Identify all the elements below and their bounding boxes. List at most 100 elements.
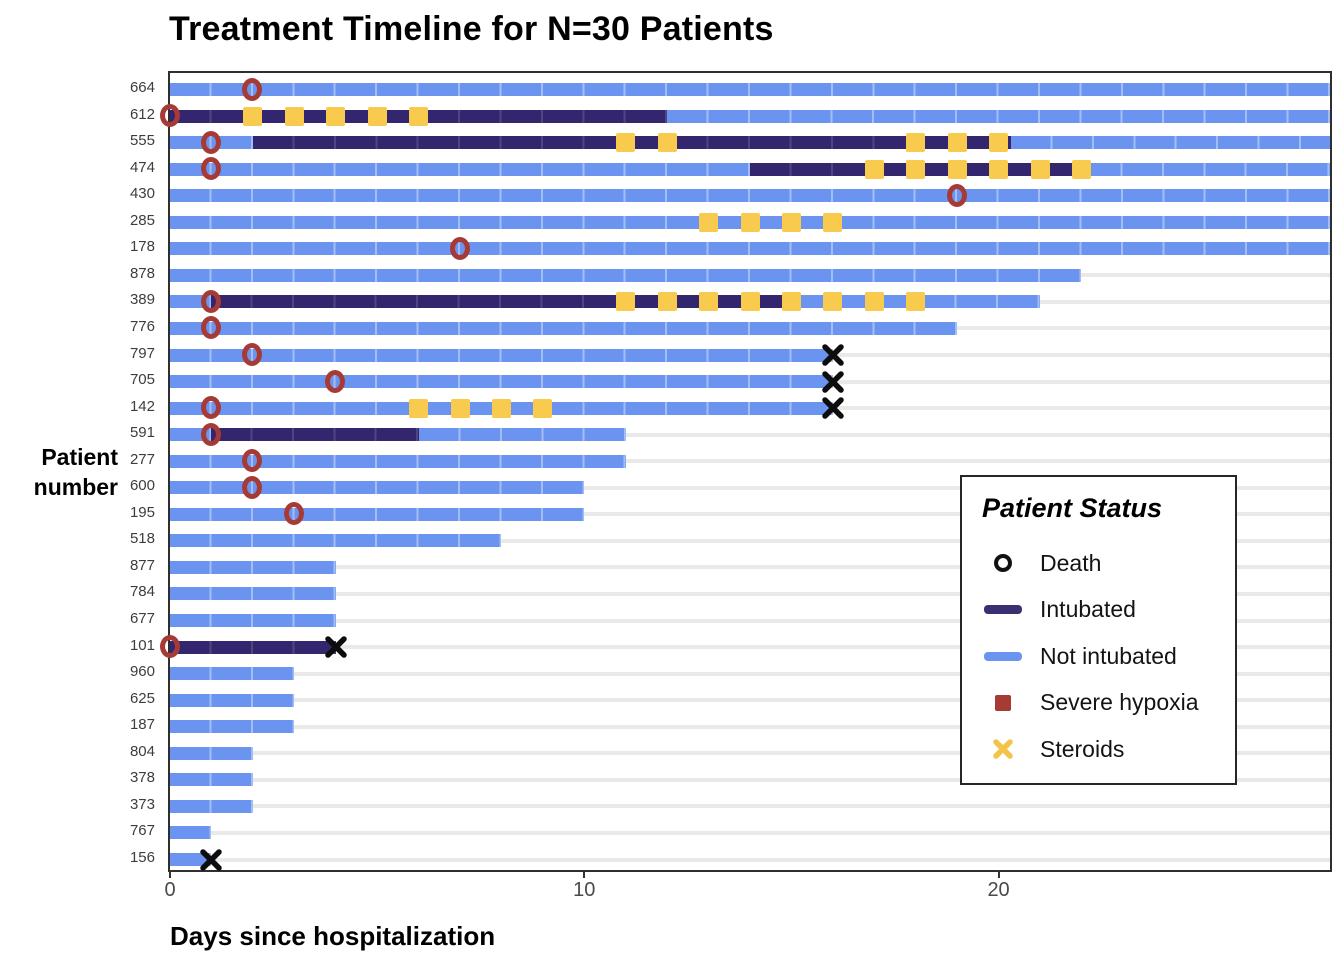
steroid-marker bbox=[1030, 159, 1050, 179]
death-marker bbox=[198, 847, 224, 878]
y-axis-tick-labels: 664 612 555 474 430 285 178 878 389 776 797 705 142 5… bbox=[0, 71, 158, 868]
timeline-bar-not-intubated bbox=[170, 799, 253, 813]
y-tick-label: 600 bbox=[129, 477, 155, 495]
legend-item-label: Not intubated bbox=[1040, 642, 1177, 669]
steroid-marker bbox=[864, 159, 884, 179]
intubated-bar-icon bbox=[980, 605, 1026, 615]
steroid-marker bbox=[616, 292, 636, 312]
severe-hypoxia-marker bbox=[449, 236, 470, 260]
timeline-bar-not-intubated bbox=[170, 614, 336, 628]
y-tick-label: 373 bbox=[129, 795, 155, 813]
gridline bbox=[170, 777, 1330, 782]
y-tick-label: 474 bbox=[129, 158, 155, 176]
gridline bbox=[170, 751, 1330, 756]
legend-item-intubated: Intubated bbox=[980, 587, 1235, 634]
steroid-marker bbox=[616, 133, 636, 153]
timeline-bar-not-intubated bbox=[170, 693, 295, 707]
gridline bbox=[170, 485, 1330, 490]
x-tick-mark bbox=[583, 870, 586, 878]
y-tick-label: 776 bbox=[129, 317, 155, 335]
steroid-marker bbox=[284, 106, 304, 126]
timeline-bar-not-intubated bbox=[170, 667, 295, 681]
y-tick-label: 705 bbox=[129, 371, 155, 389]
timeline-bar-intubated bbox=[170, 640, 336, 654]
y-tick-label: 555 bbox=[129, 132, 155, 150]
y-tick-label: 960 bbox=[129, 663, 155, 681]
steroid-marker bbox=[326, 106, 346, 126]
timeline-bar-not-intubated bbox=[170, 773, 253, 787]
gridline bbox=[170, 645, 1330, 650]
steroid-marker bbox=[657, 292, 677, 312]
steroid-marker bbox=[989, 159, 1009, 179]
severe-hypoxia-marker bbox=[242, 343, 263, 367]
severe-hypoxia-marker bbox=[200, 422, 221, 446]
severe-hypoxia-marker bbox=[242, 77, 263, 101]
timeline-bar-not-intubated bbox=[170, 189, 1330, 203]
y-tick-label: 878 bbox=[129, 264, 155, 282]
timeline-bar-not-intubated bbox=[170, 348, 833, 362]
legend-title: Patient Status bbox=[982, 493, 1163, 523]
steroid-marker bbox=[409, 398, 429, 418]
y-tick-label: 767 bbox=[129, 822, 155, 840]
timeline-bar-not-intubated bbox=[667, 109, 1330, 123]
severe-hypoxia-marker bbox=[200, 396, 221, 420]
steroid-marker bbox=[699, 212, 719, 232]
severe-hypoxia-marker bbox=[200, 289, 221, 313]
gridline bbox=[170, 830, 1330, 835]
x-tick-label: 0 bbox=[164, 879, 176, 901]
legend-item-death: Death bbox=[980, 540, 1235, 587]
gridline bbox=[170, 565, 1330, 570]
death-marker bbox=[820, 369, 846, 400]
steroid-marker bbox=[947, 159, 967, 179]
x-tick-label: 10 bbox=[573, 879, 596, 901]
steroid-marker bbox=[699, 292, 719, 312]
gridline bbox=[170, 432, 1330, 437]
steroid-marker bbox=[823, 212, 843, 232]
gridline bbox=[170, 538, 1330, 543]
timeline-bar-not-intubated bbox=[170, 720, 295, 734]
steroid-marker bbox=[781, 292, 801, 312]
y-tick-label: 804 bbox=[129, 742, 155, 760]
timeline-bar-not-intubated bbox=[170, 560, 336, 574]
y-tick-label: 378 bbox=[129, 769, 155, 787]
death-marker bbox=[323, 634, 349, 665]
x-tick-mark bbox=[997, 870, 1000, 878]
y-tick-label: 612 bbox=[129, 105, 155, 123]
y-tick-label: 430 bbox=[129, 185, 155, 203]
timeline-bar-not-intubated bbox=[170, 826, 212, 840]
y-tick-label: 195 bbox=[129, 503, 155, 521]
y-tick-label: 797 bbox=[129, 344, 155, 362]
severe-hypoxia-marker bbox=[946, 183, 967, 207]
timeline-bar-not-intubated bbox=[418, 428, 626, 442]
timeline-bar-intubated bbox=[211, 295, 792, 309]
steroid-marker bbox=[243, 106, 263, 126]
timeline-bar-not-intubated bbox=[170, 534, 502, 548]
x-axis-title: Days since hospitalization bbox=[170, 921, 496, 951]
gridline bbox=[170, 591, 1330, 596]
timeline-bar-not-intubated bbox=[170, 242, 1330, 256]
steroid-marker bbox=[989, 133, 1009, 153]
timeline-bar-not-intubated bbox=[170, 454, 626, 468]
steroid-marker bbox=[409, 106, 429, 126]
legend-item-label: Intubated bbox=[1040, 596, 1136, 623]
gridline bbox=[170, 512, 1330, 517]
steroid-marker bbox=[657, 133, 677, 153]
severe-hypoxia-marker bbox=[159, 104, 180, 128]
timeline-bar-not-intubated bbox=[170, 321, 958, 335]
timeline-bar-not-intubated bbox=[170, 162, 750, 176]
gridline bbox=[170, 698, 1330, 703]
steroid-marker bbox=[450, 398, 470, 418]
steroid-marker bbox=[864, 292, 884, 312]
y-tick-label: 591 bbox=[129, 424, 155, 442]
death-circle-icon bbox=[980, 554, 1026, 573]
legend-item-label: Death bbox=[1040, 549, 1102, 576]
severe-hypoxia-marker bbox=[159, 635, 180, 659]
timeline-bar-not-intubated bbox=[1081, 162, 1330, 176]
severe-hypoxia-marker bbox=[283, 502, 304, 526]
death-marker bbox=[820, 395, 846, 426]
severe-hypoxia-square-icon bbox=[980, 694, 1026, 711]
severe-hypoxia-marker bbox=[242, 475, 263, 499]
timeline-bar-intubated bbox=[211, 428, 419, 442]
y-tick-label: 101 bbox=[129, 636, 155, 654]
timeline-bar-not-intubated bbox=[170, 83, 1330, 96]
